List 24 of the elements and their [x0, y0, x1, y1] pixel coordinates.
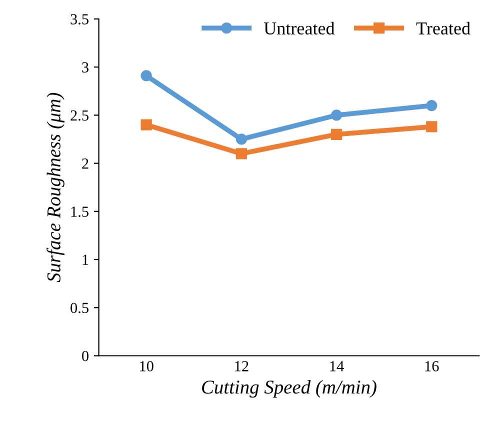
- x-tick-label: 12: [235, 361, 248, 372]
- y-tick-label: 2.5: [70, 110, 88, 121]
- x-tick-label: 10: [140, 361, 154, 372]
- x-tick-label: 14: [330, 361, 344, 372]
- point: [330, 110, 342, 121]
- x-axis-title: Cutting Speed (m/min): [202, 380, 376, 398]
- point: [236, 148, 247, 160]
- point: [140, 119, 152, 130]
- y-axis-title: Surface Roughness (μm): [46, 92, 64, 282]
- y-tick-label: 3.5: [70, 14, 88, 24]
- y-tick-label: 0: [82, 350, 88, 362]
- x-tick-label: 16: [425, 361, 439, 372]
- point: [140, 70, 152, 82]
- point: [426, 100, 438, 112]
- legend-label: Untreated: [264, 22, 335, 35]
- y-tick-label: 2: [82, 158, 88, 169]
- legend-label: Treated: [416, 22, 470, 35]
- point: [236, 134, 247, 145]
- point: [330, 128, 342, 140]
- y-tick-label: 0.5: [70, 302, 88, 314]
- point: [426, 121, 438, 132]
- y-tick-label: 1.5: [71, 206, 88, 217]
- y-tick-label: 1: [82, 254, 88, 265]
- y-tick-label: 3: [82, 62, 88, 73]
